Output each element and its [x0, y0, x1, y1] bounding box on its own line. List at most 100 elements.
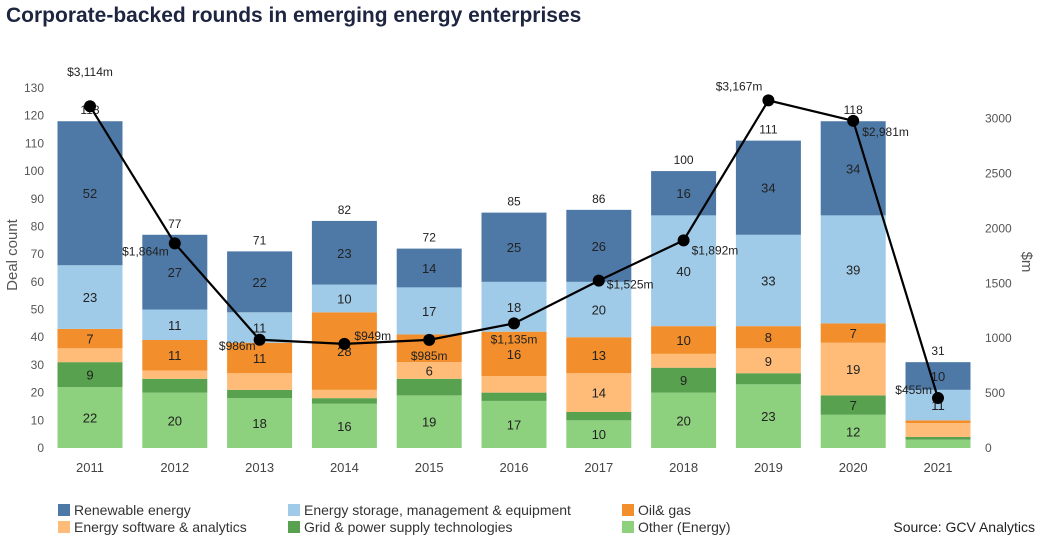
bar-segment: [481, 400, 547, 448]
y-tick-label: 70: [31, 247, 45, 261]
segment-label: 8: [765, 330, 772, 345]
legend-item-oil-gas: Oil& gas: [622, 502, 691, 518]
line-point-label: $1,864m: [122, 244, 169, 258]
y-tick-label: 50: [31, 303, 45, 317]
bar-segment: [820, 121, 886, 216]
y2-tick-label: 1500: [985, 276, 1012, 290]
bar-segment: [311, 403, 377, 448]
total-label: 111: [759, 123, 778, 137]
y-tick-label: 10: [31, 413, 45, 427]
segment-label: 34: [761, 181, 775, 196]
bar-segment: [735, 326, 801, 349]
segment-label: 27: [168, 265, 182, 280]
segment-label: 20: [168, 413, 182, 428]
segment-label: 12: [846, 424, 860, 439]
segment-label: 25: [507, 240, 521, 255]
y-tick-label: 100: [24, 164, 44, 178]
legend-swatch: [58, 504, 70, 516]
legend-label: Oil& gas: [638, 502, 691, 518]
x-tick-label: 2011: [76, 460, 104, 475]
x-tick-label: 2021: [924, 460, 953, 475]
segment-label: 10: [676, 333, 690, 348]
segment-label: 39: [846, 262, 860, 277]
total-label: 86: [592, 192, 606, 206]
bar-segment: [142, 392, 208, 448]
total-label: 71: [253, 233, 267, 247]
bar-segment: [651, 392, 717, 448]
bar-segment: [311, 312, 377, 390]
segment-label: 17: [422, 304, 436, 319]
legend-item-grid: Grid & power supply technologies: [288, 519, 513, 535]
bar-segment: [481, 331, 547, 376]
bar-segment: [735, 234, 801, 327]
segment-label: 20: [592, 303, 606, 318]
line-point: [338, 337, 351, 350]
segment-label: 16: [337, 419, 351, 434]
bar-segment: [481, 212, 547, 282]
legend-label: Grid & power supply technologies: [304, 519, 513, 535]
bar-segment: [566, 373, 632, 412]
segment-label: 20: [676, 413, 690, 428]
y-tick-label: 90: [31, 192, 45, 206]
bar-segment: [651, 171, 717, 216]
total-label: 31: [931, 344, 945, 358]
legend-swatch: [622, 521, 634, 533]
y-tick-label: 130: [24, 81, 44, 95]
y-tick-label: 30: [31, 358, 45, 372]
bar-segment: [142, 378, 208, 393]
x-tick-label: 2017: [584, 460, 613, 475]
bar-segment: [57, 387, 123, 448]
bar-segment: [481, 392, 547, 401]
segment-label: 14: [422, 261, 436, 276]
bar-segment: [566, 420, 632, 448]
bar-segment: [651, 215, 717, 327]
line-point-label: $1,135m: [491, 332, 538, 346]
legend-item-storage: Energy storage, management & equipment: [288, 502, 571, 518]
line-point-label: $986m: [219, 339, 256, 353]
x-tick-label: 2013: [245, 460, 274, 475]
line-point: [932, 392, 944, 405]
line-point-label: $949m: [354, 329, 391, 343]
bar-segment: [820, 395, 886, 415]
bar-segment: [396, 248, 462, 288]
y-axis-label: Deal count: [4, 218, 21, 291]
x-tick-label: 2016: [500, 460, 529, 475]
x-tick-label: 2012: [160, 460, 189, 475]
bar-segment: [566, 412, 632, 421]
line-point: [508, 317, 520, 330]
segment-label: 10: [592, 427, 606, 442]
y-tick-label: 0: [37, 441, 44, 455]
bar-segment: [396, 395, 462, 448]
segment-label: 23: [337, 246, 351, 261]
bar-segment: [735, 384, 801, 448]
x-tick-label: 2020: [839, 460, 868, 475]
line-point: [168, 237, 181, 250]
legend-label: Energy software & analytics: [74, 519, 247, 535]
x-tick-label: 2015: [415, 460, 444, 475]
bar-segment: [820, 414, 886, 448]
bar-segment: [142, 340, 208, 371]
line-point-label: $3,114m: [67, 65, 113, 79]
y2-tick-label: 2500: [985, 167, 1012, 181]
segment-label: 16: [507, 347, 521, 362]
line-point-label: $2,981m: [862, 125, 909, 139]
segment-label: 14: [592, 386, 606, 401]
y-tick-label: 110: [25, 136, 44, 150]
bar-segment: [311, 220, 377, 285]
line-point: [762, 94, 775, 107]
segment-label: 19: [846, 362, 860, 377]
line-point: [592, 274, 605, 287]
segment-label: 11: [168, 318, 182, 333]
bar-segment: [820, 342, 886, 396]
bar-segment: [481, 376, 547, 393]
bar-segment: [57, 362, 123, 388]
bar-segment: [820, 323, 886, 343]
line-point-label: $3,167m: [716, 79, 763, 93]
bar-segment: [820, 215, 886, 324]
y2-tick-label: 2000: [985, 221, 1012, 235]
segment-label: 10: [931, 369, 945, 384]
segment-label: 11: [253, 351, 267, 366]
bar-segment: [905, 423, 971, 437]
bar-segment: [651, 326, 717, 354]
segment-label: 16: [676, 186, 690, 201]
